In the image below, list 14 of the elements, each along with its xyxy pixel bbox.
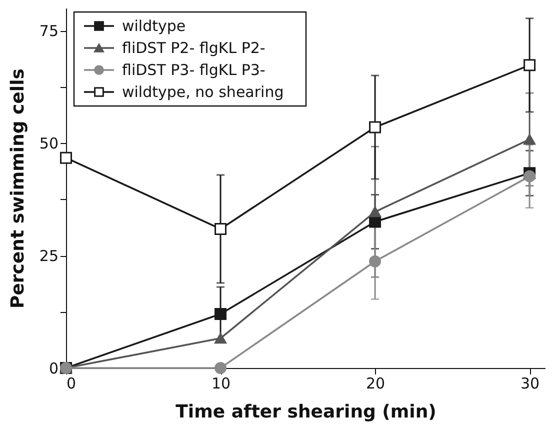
legend-label: fliDST P3- flgKL P3-	[122, 61, 266, 79]
x-tick-label: 30	[520, 374, 540, 392]
x-tick-label: 20	[366, 374, 386, 392]
x-axis-title: Time after shearing (min)	[176, 402, 436, 422]
y-axis-title: Percent swimming cells	[7, 68, 28, 308]
legend-label: wildtype, no shearing	[122, 83, 284, 101]
y-tick-label: 75	[39, 22, 58, 40]
x-tick-label: 10	[211, 374, 231, 392]
y-tick-label: 50	[39, 134, 58, 152]
legend-label: fliDST P2- flgKL P2-	[122, 39, 266, 57]
y-tick-label: 0	[48, 360, 58, 378]
legend-label: wildtype	[122, 17, 186, 35]
x-tick-label: 0	[66, 374, 76, 392]
y-tick-label: 25	[39, 247, 58, 265]
